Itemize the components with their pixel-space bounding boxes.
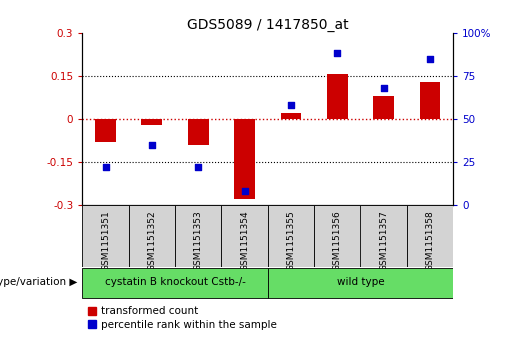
Point — [287, 102, 295, 108]
Bar — [268, 269, 453, 298]
Text: GSM1151354: GSM1151354 — [240, 210, 249, 271]
Bar — [420, 82, 440, 119]
Point — [194, 164, 202, 170]
Bar — [234, 119, 255, 199]
Legend: transformed count, percentile rank within the sample: transformed count, percentile rank withi… — [88, 306, 277, 330]
Point — [380, 85, 388, 91]
Bar — [82, 205, 129, 267]
Text: GSM1151351: GSM1151351 — [101, 210, 110, 271]
Bar — [268, 205, 314, 267]
Bar — [95, 119, 116, 142]
Bar — [82, 269, 268, 298]
Bar — [373, 96, 394, 119]
Bar — [327, 74, 348, 119]
Bar — [142, 119, 162, 125]
Point — [333, 50, 341, 56]
Bar — [129, 205, 175, 267]
Point — [241, 188, 249, 194]
Point — [101, 164, 110, 170]
Bar — [281, 113, 301, 119]
Text: GSM1151357: GSM1151357 — [379, 210, 388, 271]
Text: wild type: wild type — [337, 277, 384, 287]
Bar — [407, 205, 453, 267]
Text: cystatin B knockout Cstb-/-: cystatin B knockout Cstb-/- — [105, 277, 246, 287]
Text: GSM1151352: GSM1151352 — [147, 210, 157, 271]
Title: GDS5089 / 1417850_at: GDS5089 / 1417850_at — [187, 18, 349, 32]
Bar — [314, 205, 360, 267]
Text: GSM1151358: GSM1151358 — [425, 210, 435, 271]
Bar — [360, 205, 407, 267]
Bar — [188, 119, 209, 145]
Text: GSM1151353: GSM1151353 — [194, 210, 203, 271]
Point — [426, 56, 434, 61]
Text: genotype/variation ▶: genotype/variation ▶ — [0, 277, 77, 287]
Text: GSM1151356: GSM1151356 — [333, 210, 342, 271]
Point — [148, 142, 156, 148]
Bar — [221, 205, 268, 267]
Bar — [175, 205, 221, 267]
Text: GSM1151355: GSM1151355 — [286, 210, 296, 271]
